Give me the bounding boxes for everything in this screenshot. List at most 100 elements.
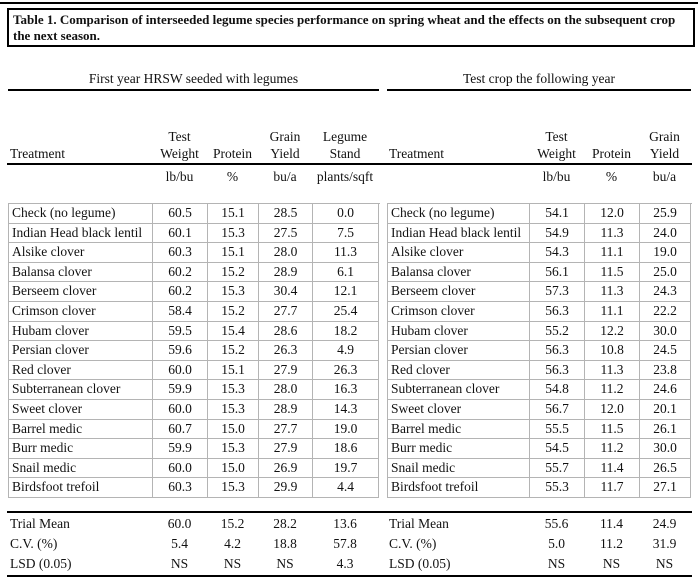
unit-label <box>387 168 529 185</box>
value-cell: 11.5 <box>585 419 640 440</box>
table-row: Sweet clover 56.7 12.0 20.1 <box>388 399 692 420</box>
value-cell: 56.3 <box>530 360 585 381</box>
table-row: Crimson clover 58.4 15.2 27.7 25.4 <box>9 301 380 322</box>
value-cell: 15.0 <box>208 458 259 479</box>
value-cell: 59.6 <box>153 341 208 361</box>
treatment-cell: Crimson clover <box>9 301 153 322</box>
value-cell: 57.3 <box>530 282 585 302</box>
value-cell: 15.2 <box>208 341 259 361</box>
table-row: Persian clover 56.3 10.8 24.5 <box>388 341 692 361</box>
unit-label: lb/bu <box>165 169 194 184</box>
table-row: Barrel medic 60.7 15.0 27.7 19.0 <box>9 419 380 440</box>
table-title: Table 1. Comparison of interseeded legum… <box>13 12 676 43</box>
table-row: Burr medic 54.5 11.2 30.0 <box>388 439 692 459</box>
treatment-cell: Persian clover <box>9 341 153 361</box>
value-cell: 11.3 <box>585 223 640 244</box>
value-cell: 56.3 <box>530 301 585 322</box>
unit-label: bu/a <box>273 169 297 184</box>
value-cell: 11.7 <box>585 478 640 498</box>
bottom-rule <box>7 575 692 577</box>
summary-value: 55.6 <box>544 516 569 531</box>
value-cell: 28.0 <box>259 380 313 400</box>
value-cell: 15.4 <box>208 321 259 342</box>
summary-value: NS <box>602 556 621 571</box>
value-cell: 14.3 <box>313 399 379 420</box>
value-cell: 60.3 <box>153 478 208 498</box>
summary-value: 31.9 <box>652 536 677 551</box>
value-cell: 30.0 <box>640 439 691 459</box>
table-row: Balansa clover 56.1 11.5 25.0 <box>388 262 692 283</box>
table-row: Burr medic 59.9 15.3 27.9 18.6 <box>9 439 380 459</box>
value-cell: 11.3 <box>313 243 379 263</box>
treatment-cell: Birdsfoot trefoil <box>388 478 530 498</box>
summary-block-test-crop: Trial Mean 55.6 11.4 24.9 C.V. (%) 5.0 11.2 31.… <box>387 514 691 574</box>
summary-value: 57.8 <box>333 536 357 551</box>
value-cell: 15.3 <box>208 282 259 302</box>
summary-value: 11.2 <box>599 536 624 551</box>
summary-row: Trial Mean 55.6 11.4 24.9 <box>387 514 691 534</box>
value-cell: 11.2 <box>585 439 640 459</box>
summary-value: NS <box>655 556 674 571</box>
column-header-cell: Protein <box>584 128 639 162</box>
treatment-cell: Birdsfoot trefoil <box>9 478 153 498</box>
value-cell: 7.5 <box>313 223 379 244</box>
table-row: Snail medic 55.7 11.4 26.5 <box>388 458 692 479</box>
value-cell: 18.2 <box>313 321 379 342</box>
column-header-cell: Test Weight <box>152 128 207 162</box>
treatment-cell: Red clover <box>388 360 530 381</box>
column-header-label: Treatment <box>389 146 444 161</box>
value-cell: 19.0 <box>640 243 691 263</box>
summary-value: 28.2 <box>273 516 297 531</box>
units-row-test-crop: lb/bu% bu/a <box>387 168 691 185</box>
column-header-label: Yield <box>649 146 680 161</box>
value-cell: 55.2 <box>530 321 585 342</box>
column-header-cell: Legume Stand <box>312 128 378 162</box>
treatment-cell: Subterranean clover <box>9 380 153 400</box>
value-cell: 28.6 <box>259 321 313 342</box>
value-cell: 15.2 <box>208 301 259 322</box>
column-header-label: Weight <box>537 146 576 161</box>
summary-label: Trial Mean <box>10 516 70 531</box>
summary-block-first-year: Trial Mean 60.0 15.2 28.2 13.6 C.V. (%) 5.4 4.2… <box>8 514 379 574</box>
treatment-cell: Sweet clover <box>9 399 153 420</box>
value-cell: 59.9 <box>153 380 208 400</box>
unit-label: % <box>226 169 239 184</box>
column-header-label: Stand <box>329 146 361 161</box>
data-grid-test-crop: Check (no legume) 54.1 12.0 25.9 Indian Head… <box>387 203 692 498</box>
treatment-cell: Balansa clover <box>388 262 530 283</box>
value-cell: 58.4 <box>153 301 208 322</box>
column-header-top: Test <box>545 129 568 144</box>
summary-value: 24.9 <box>652 516 677 531</box>
value-cell: 25.9 <box>640 204 691 224</box>
value-cell: 60.0 <box>153 458 208 479</box>
unit-label <box>8 168 152 185</box>
summary-label: LSD (0.05) <box>10 556 72 571</box>
table-row: Subterranean clover 59.9 15.3 28.0 16.3 <box>9 380 380 400</box>
value-cell: 24.0 <box>640 223 691 244</box>
value-cell: 26.5 <box>640 458 691 479</box>
summary-row: C.V. (%) 5.4 4.2 18.8 57.8 <box>8 534 379 554</box>
value-cell: 30.4 <box>259 282 313 302</box>
value-cell: 25.4 <box>313 301 379 322</box>
column-header-cell: Grain Yield <box>258 128 312 162</box>
table-row: Sweet clover 60.0 15.3 28.9 14.3 <box>9 399 380 420</box>
table-row: Indian Head black lentil 54.9 11.3 24.0 <box>388 223 692 244</box>
summary-row: Trial Mean 60.0 15.2 28.2 13.6 <box>8 514 379 534</box>
value-cell: 29.9 <box>259 478 313 498</box>
value-cell: 27.7 <box>259 301 313 322</box>
value-cell: 18.6 <box>313 439 379 459</box>
units-row-first-year: lb/bu% bu/a plants/sqft <box>8 168 379 185</box>
value-cell: 16.3 <box>313 380 379 400</box>
value-cell: 60.0 <box>153 399 208 420</box>
treatment-cell: Check (no legume) <box>388 204 530 224</box>
summary-value: 11.4 <box>599 516 624 531</box>
table-row: Snail medic 60.0 15.0 26.9 19.7 <box>9 458 380 479</box>
value-cell: 24.6 <box>640 380 691 400</box>
table-row: Barrel medic 55.5 11.5 26.1 <box>388 419 692 440</box>
summary-value: NS <box>223 556 242 571</box>
value-cell: 24.5 <box>640 341 691 361</box>
treatment-cell: Berseem clover <box>388 282 530 302</box>
value-cell: 60.3 <box>153 243 208 263</box>
table-row: Berseem clover 57.3 11.3 24.3 <box>388 282 692 302</box>
treatment-cell: Barrel medic <box>9 419 153 440</box>
